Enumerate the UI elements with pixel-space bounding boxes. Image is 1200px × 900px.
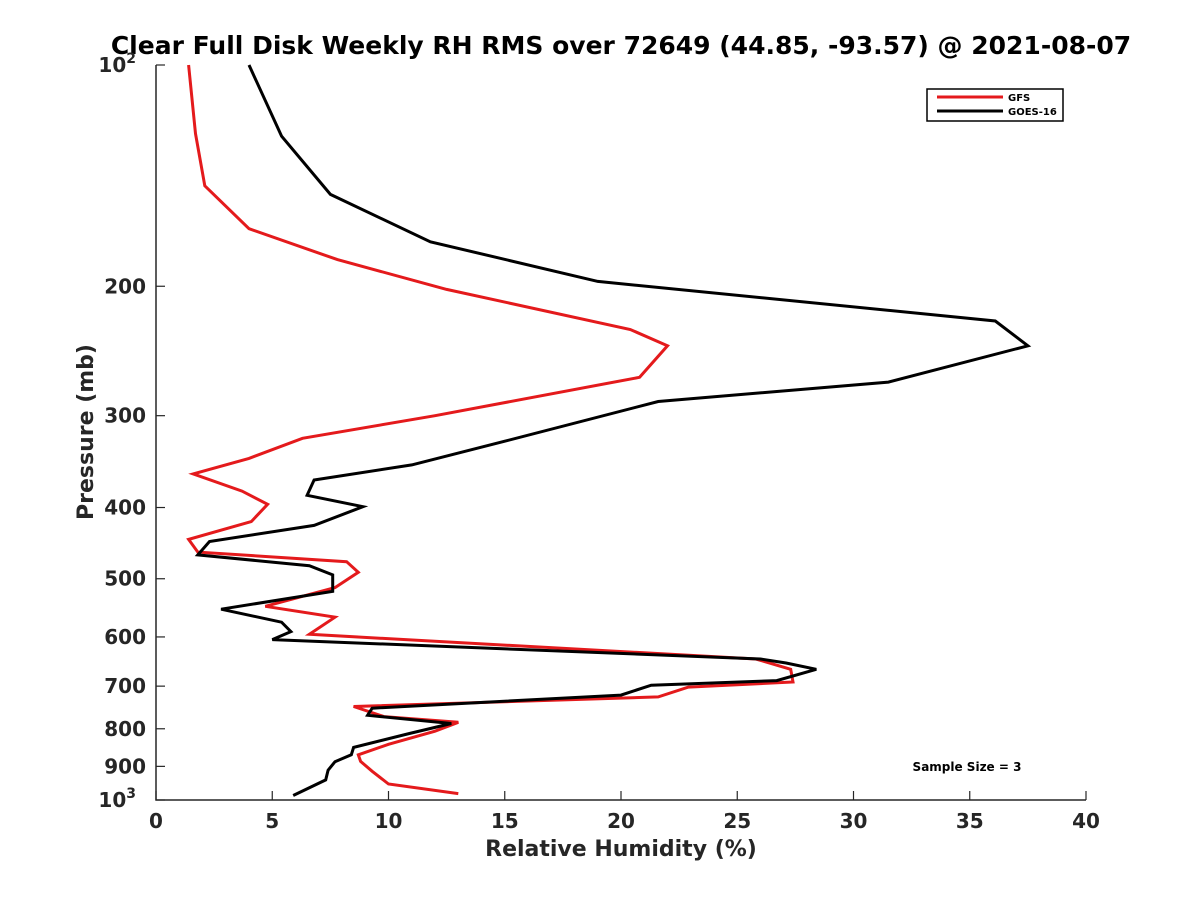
x-tick-label: 0 (149, 809, 163, 833)
y-tick-label: 200 (104, 274, 146, 298)
x-tick-label: 30 (840, 809, 868, 833)
legend-label-goes-16: GOES-16 (1008, 107, 1057, 118)
x-tick-label: 20 (607, 809, 635, 833)
x-tick-label: 40 (1072, 809, 1100, 833)
y-tick-exponent: 3 (126, 786, 136, 802)
series-layer (186, 64, 1032, 797)
x-tick-label: 35 (956, 809, 984, 833)
y-tick-exponent: 2 (126, 51, 136, 67)
y-tick-label: 400 (104, 496, 146, 520)
y-tick-label: 900 (104, 754, 146, 778)
y-tick-label: 102 (98, 51, 136, 77)
chart-title: Clear Full Disk Weekly RH RMS over 72649… (111, 31, 1131, 60)
legend-label-gfs: GFS (1008, 93, 1030, 104)
x-tick-label: 15 (491, 809, 519, 833)
x-axis-label: Relative Humidity (%) (485, 837, 757, 862)
x-axis-ticks: 0 5 10 15 20 25 30 35 40 (149, 791, 1100, 833)
x-tick-label: 5 (265, 809, 279, 833)
legend: GFS GOES-16 (926, 88, 1064, 122)
legend-box (926, 88, 1064, 122)
plot-area: 0 5 10 15 20 25 30 35 40 10220030040050060070080… (98, 51, 1100, 833)
y-tick-label: 103 (98, 786, 136, 812)
y-tick-label: 600 (104, 625, 146, 649)
y-tick-base: 10 (98, 788, 126, 812)
x-tick-label: 25 (723, 809, 751, 833)
legend-items: GFS GOES-16 (937, 93, 1057, 118)
series-line-gfs (186, 64, 795, 796)
y-tick-base: 10 (98, 53, 126, 77)
sample-size-annotation: Sample Size = 3 (913, 760, 1022, 774)
series-line-goes-16 (194, 64, 1032, 797)
axes-frame (155, 65, 1086, 801)
y-tick-label: 800 (104, 717, 146, 741)
y-axis-label: Pressure (mb) (74, 344, 99, 520)
y-tick-label: 500 (104, 567, 146, 591)
y-tick-label: 700 (104, 674, 146, 698)
x-tick-label: 10 (375, 809, 403, 833)
y-tick-label: 300 (104, 404, 146, 428)
